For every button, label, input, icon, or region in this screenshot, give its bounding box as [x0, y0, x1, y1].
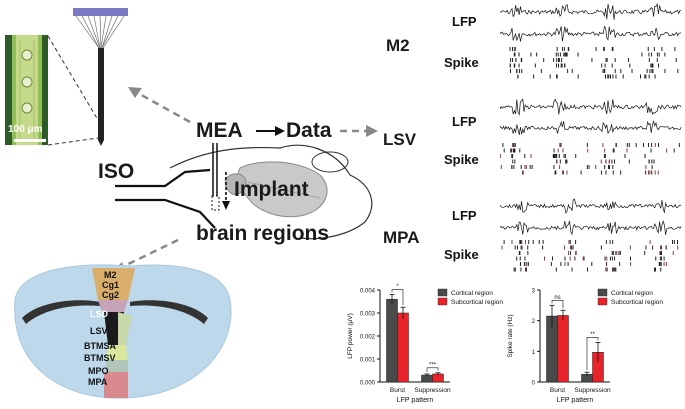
y-tick-label: 3: [532, 289, 536, 295]
significance-bracket: [586, 337, 599, 371]
legend-label: Cortical region: [611, 290, 653, 297]
bar: [386, 298, 398, 383]
y-axis-label: LFP power (μV): [347, 313, 354, 359]
section-label-mpa: MPA: [88, 377, 108, 387]
section-label-lsd: LSD: [90, 309, 108, 319]
bar: [397, 312, 409, 383]
y-tick-label: 0.003: [360, 312, 376, 318]
y-tick-label: 0.002: [360, 335, 376, 341]
category-label: Suppression: [574, 387, 611, 394]
section-label-mpo: MPO: [88, 366, 109, 376]
bar: [432, 373, 444, 383]
lfp-trace: [500, 198, 682, 214]
significance-bracket: [551, 300, 564, 309]
lfp-trace: [500, 120, 682, 135]
signal-label-mpa-spike: Spike: [444, 247, 479, 262]
mea-probe: [73, 8, 128, 146]
significance-bracket: [426, 367, 439, 372]
lfp-power-chart: 0.000 0.001 0.002 0.003 0.004 LFP power (μV) L…: [347, 284, 503, 404]
section-label-m2: M2: [104, 270, 117, 280]
category-label: Burst: [550, 387, 565, 394]
lfp-trace: [500, 220, 682, 236]
region-label-mpa: MPA: [383, 228, 420, 247]
y-tick-label: 2: [532, 319, 536, 325]
scale-bar-line: [14, 139, 46, 142]
implant-label: Implant: [234, 178, 309, 201]
electrode-micrograph: [5, 35, 48, 145]
lfp-trace: [500, 25, 682, 42]
iso-label: ISO: [98, 160, 135, 183]
brain-section: [14, 264, 232, 399]
legend-label: Cortical region: [451, 290, 493, 297]
significance-label: *: [396, 284, 399, 290]
signal-traces: [500, 2, 682, 272]
section-label-btmsa: BTMSA: [84, 341, 116, 351]
x-axis-label: LFP pattern: [397, 397, 434, 404]
y-tick-label: 0.001: [360, 358, 376, 364]
mea-label: MEA: [196, 119, 243, 142]
section-label-cg2: Cg2: [102, 290, 120, 300]
x-axis-label: LFP pattern: [557, 397, 594, 404]
rat-head: [169, 144, 373, 240]
legend-label: Subcortical region: [611, 299, 663, 306]
region-label-lsv: LSV: [383, 130, 417, 149]
section-label-btmsv: BTMSV: [84, 353, 116, 363]
signal-label-m2-lfp: LFP: [452, 14, 477, 29]
legend-swatch: [597, 288, 608, 297]
section-label-cg1: Cg1: [102, 280, 120, 290]
scale-bar-label: 100 μm: [8, 124, 43, 135]
region-label-m2: M2: [386, 36, 410, 55]
y-tick-label: 0: [532, 381, 536, 387]
legend-swatch: [597, 297, 608, 306]
section-label-lsv: LSV: [90, 326, 108, 336]
spike-rate-chart: 0 1 2 3 Spike rate (Hz) LFP pattern Burst ns Sup…: [507, 288, 663, 405]
bar: [557, 315, 569, 383]
significance-label: ***: [429, 362, 437, 368]
y-axis-label: Spike rate (Hz): [507, 314, 514, 357]
brain-regions-label: brain regions: [196, 222, 330, 245]
lfp-trace: [500, 98, 682, 116]
signal-label-m2-spike: Spike: [444, 55, 479, 70]
significance-label: **: [590, 332, 595, 338]
signal-label-mpa-lfp: LFP: [452, 208, 477, 223]
significance-label: ns: [554, 295, 560, 301]
y-tick-label: 0.000: [360, 381, 376, 387]
y-tick-label: 0.004: [360, 289, 376, 295]
category-label: Burst: [390, 387, 405, 394]
legend-label: Subcortical region: [451, 299, 503, 306]
legend-swatch: [437, 288, 448, 297]
signal-label-lsv-lfp: LFP: [452, 114, 477, 129]
y-tick-label: 1: [532, 350, 536, 356]
lfp-trace: [500, 2, 682, 20]
legend-swatch: [437, 297, 448, 306]
category-label: Suppression: [414, 387, 451, 394]
significance-bracket: [391, 289, 404, 306]
data-label: Data: [286, 119, 332, 142]
signal-label-lsv-spike: Spike: [444, 152, 479, 167]
